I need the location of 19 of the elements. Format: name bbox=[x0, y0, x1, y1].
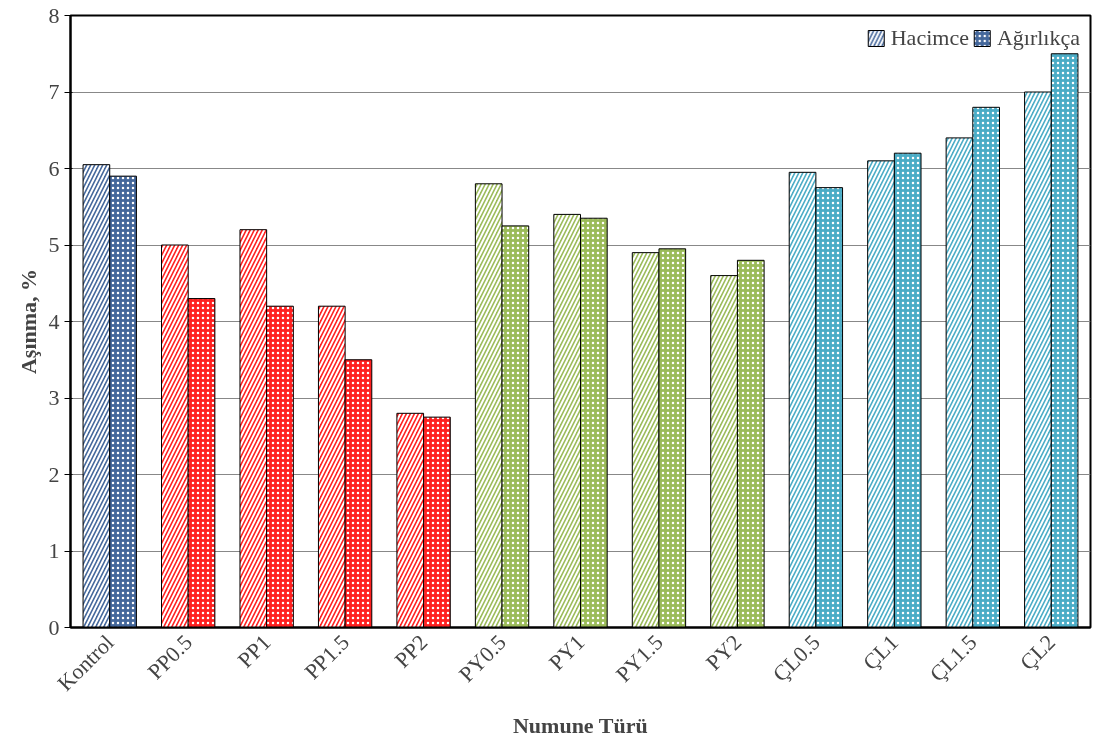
x-tick-label: PP2 bbox=[389, 629, 433, 673]
y-axis-title: Aşınma, % bbox=[15, 268, 41, 375]
y-tick-label: 2 bbox=[48, 461, 60, 487]
legend-label: Ağırlıkça bbox=[996, 25, 1080, 51]
legend-label: Hacimce bbox=[890, 25, 969, 51]
x-tick-label: PY1 bbox=[543, 629, 590, 675]
x-tick-label: PP1 bbox=[232, 629, 276, 673]
x-tick-label: PY2 bbox=[700, 629, 747, 675]
x-tick-label: ÇL1 bbox=[857, 629, 904, 675]
x-axis-title: Numune Türü bbox=[512, 712, 648, 738]
y-tick-label: 7 bbox=[48, 79, 60, 104]
y-tick-label: 0 bbox=[48, 614, 60, 640]
x-tick-label: ÇL2 bbox=[1014, 629, 1061, 675]
y-tick-label: 6 bbox=[48, 155, 60, 181]
y-tick-label: 5 bbox=[48, 232, 60, 257]
y-tick-label: 1 bbox=[48, 538, 60, 563]
y-tick-label: 4 bbox=[48, 308, 60, 334]
y-tick-label: 3 bbox=[48, 385, 60, 410]
y-tick-label: 8 bbox=[48, 2, 60, 28]
